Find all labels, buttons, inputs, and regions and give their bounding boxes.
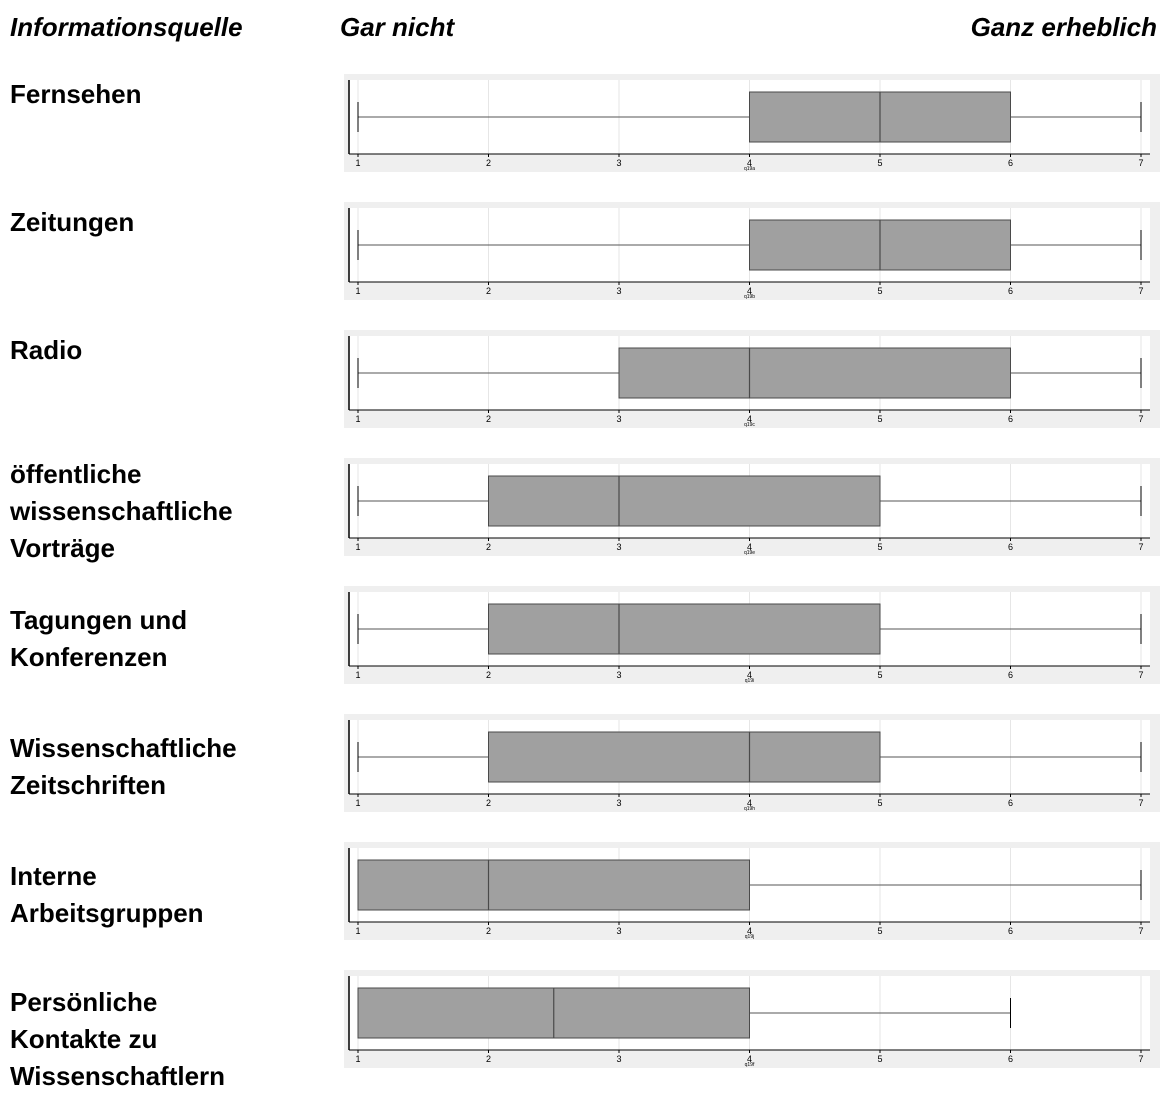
iqr-box [488,603,881,655]
x-tick-label: 4 [747,798,752,808]
variable-label: q19e [744,550,755,556]
row-label-line: Wissenschaftliche [10,733,237,763]
x-tick-label: 3 [616,286,621,296]
variable-label: q19j [745,934,754,940]
row-label: Radio [10,332,330,369]
row-label-line: Fernsehen [10,79,142,109]
variable-label: q19h [744,806,755,812]
row-label-line: Zeitungen [10,207,135,237]
x-tick-label: 3 [616,926,621,936]
header-source-label: Informationsquelle [10,12,243,42]
x-tick-label: 1 [355,158,360,168]
x-tick-label: 6 [1008,1054,1013,1064]
x-tick-label: 3 [616,670,621,680]
x-tick-label: 7 [1138,414,1143,424]
row-label-line: Arbeitsgruppen [10,898,204,928]
x-tick-label: 4 [747,926,752,936]
iqr-box [618,347,1011,399]
x-tick-label: 2 [486,158,491,168]
x-tick-label: 2 [486,798,491,808]
x-tick-label: 2 [486,542,491,552]
x-tick-label: 5 [877,286,882,296]
x-tick-label: 5 [877,542,882,552]
x-tick-label: 6 [1008,670,1013,680]
x-tick-label: 5 [877,798,882,808]
x-tick-label: 6 [1008,542,1013,552]
row-label-line: Konferenzen [10,642,168,672]
x-tick-label: 6 [1008,286,1013,296]
x-tick-label: 2 [486,670,491,680]
x-tick-label: 4 [747,158,752,168]
x-tick-label: 7 [1138,286,1143,296]
x-tick-label: 7 [1138,1054,1143,1064]
header-high-label: Ganz erheblich [970,12,1157,42]
iqr-box [488,475,881,527]
x-tick-label: 3 [616,1054,621,1064]
row-label-line: öffentliche [10,459,142,489]
row-label-line: Persönliche [10,987,158,1017]
iqr-box [488,731,881,783]
x-tick-label: 4 [747,670,752,680]
row-label-line: Kontakte zu [10,1024,158,1054]
row-label: Persönliche Kontakte zu Wissenschaftlern [10,984,330,1095]
x-tick-label: 2 [486,286,491,296]
x-tick-label: 1 [355,286,360,296]
variable-label: q19a [744,166,755,172]
x-tick-label: 5 [877,1054,882,1064]
row-label-line: Tagungen und [10,605,188,635]
x-tick-label: 3 [616,158,621,168]
x-tick-label: 6 [1008,158,1013,168]
variable-label: q19f [745,1062,755,1068]
x-tick-label: 1 [355,542,360,552]
row-label-line: Interne [10,861,97,891]
x-tick-label: 6 [1008,798,1013,808]
row-label-line: Vorträge [10,533,115,563]
x-tick-label: 5 [877,926,882,936]
x-tick-label: 4 [747,542,752,552]
x-tick-label: 1 [355,670,360,680]
x-tick-label: 2 [486,414,491,424]
x-tick-label: 1 [355,414,360,424]
x-tick-label: 5 [877,158,882,168]
x-tick-label: 1 [355,926,360,936]
x-tick-label: 4 [747,1054,752,1064]
variable-label: q19i [745,678,754,684]
x-tick-label: 2 [486,926,491,936]
row-label: Zeitungen [10,204,330,241]
x-tick-label: 7 [1138,158,1143,168]
x-tick-label: 6 [1008,926,1013,936]
x-tick-label: 3 [616,798,621,808]
row-label-line: Wissenschaftlern [10,1061,226,1091]
x-tick-label: 7 [1138,798,1143,808]
x-tick-label: 7 [1138,542,1143,552]
row-label: Wissenschaftliche Zeitschriften [10,730,330,804]
variable-label: q19b [744,294,755,300]
x-tick-label: 1 [355,1054,360,1064]
x-tick-label: 5 [877,670,882,680]
x-tick-label: 7 [1138,926,1143,936]
header-low-label: Gar nicht [340,12,455,42]
row-label-line: wissenschaftliche [10,496,233,526]
x-tick-label: 1 [355,798,360,808]
x-tick-label: 5 [877,414,882,424]
variable-label: q19c [744,422,755,428]
x-tick-label: 3 [616,542,621,552]
row-label: Interne Arbeitsgruppen [10,858,330,932]
x-tick-label: 2 [486,1054,491,1064]
x-tick-label: 7 [1138,670,1143,680]
x-tick-label: 4 [747,286,752,296]
x-tick-label: 3 [616,414,621,424]
row-label: öffentliche wissenschaftliche Vorträge [10,456,330,567]
iqr-box [357,859,750,911]
row-label: Fernsehen [10,76,330,113]
x-tick-label: 4 [747,414,752,424]
row-label: Tagungen und Konferenzen [10,602,330,676]
x-tick-label: 6 [1008,414,1013,424]
row-label-line: Zeitschriften [10,770,167,800]
row-label-line: Radio [10,335,83,365]
